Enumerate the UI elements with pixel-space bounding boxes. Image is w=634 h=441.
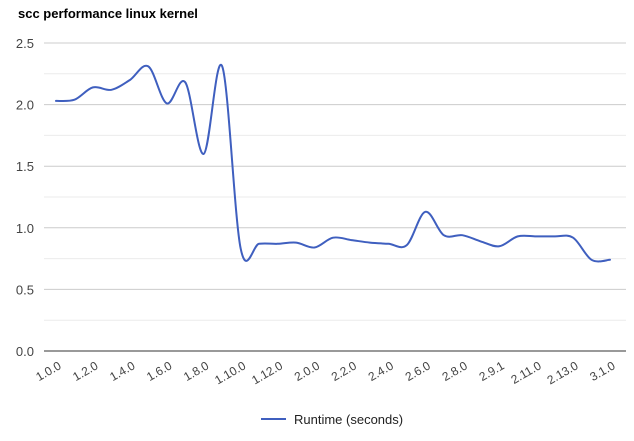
- y-tick-label: 2.0: [16, 98, 34, 113]
- x-tick-label: 1.12.0: [249, 358, 285, 387]
- x-tick-label: 3.1.0: [587, 358, 617, 384]
- x-tick-label: 1.8.0: [181, 358, 211, 384]
- chart-title: scc performance linux kernel: [18, 6, 198, 21]
- x-tick-label: 1.4.0: [107, 358, 137, 384]
- legend-label: Runtime (seconds): [294, 412, 403, 427]
- gridlines: [44, 42, 626, 352]
- plot-area: [55, 63, 611, 263]
- x-tick-label: 2.6.0: [403, 358, 433, 384]
- x-tick-label: 1.2.0: [70, 358, 100, 384]
- y-tick-label: 0.0: [16, 344, 34, 359]
- y-tick-label: 1.5: [16, 159, 34, 174]
- x-tick-label: 2.11.0: [509, 358, 544, 387]
- x-tick-label: 1.0.0: [33, 358, 63, 384]
- x-tick-label: 2.13.0: [545, 358, 581, 387]
- y-tick-label: 0.5: [16, 282, 34, 297]
- x-tick-label: 2.9.1: [477, 358, 507, 384]
- x-tick-label: 2.0.0: [292, 358, 322, 384]
- x-tick-label: 2.2.0: [329, 358, 359, 384]
- x-tick-label: 1.6.0: [144, 358, 174, 384]
- series-line: [55, 63, 611, 263]
- legend: Runtime (seconds): [261, 412, 403, 427]
- y-axis-ticks: 0.0 0.5 1.0 1.5 2.0 2.5: [16, 36, 34, 359]
- y-tick-label: 2.5: [16, 36, 34, 51]
- x-axis-ticks: 1.0.0 1.2.0 1.4.0 1.6.0 1.8.0 1.10.0 1.12.0 2.0…: [33, 358, 617, 387]
- x-tick-label: 1.10.0: [212, 358, 248, 387]
- x-tick-label: 2.4.0: [366, 358, 396, 384]
- x-tick-label: 2.8.0: [440, 358, 470, 384]
- y-tick-label: 1.0: [16, 221, 34, 236]
